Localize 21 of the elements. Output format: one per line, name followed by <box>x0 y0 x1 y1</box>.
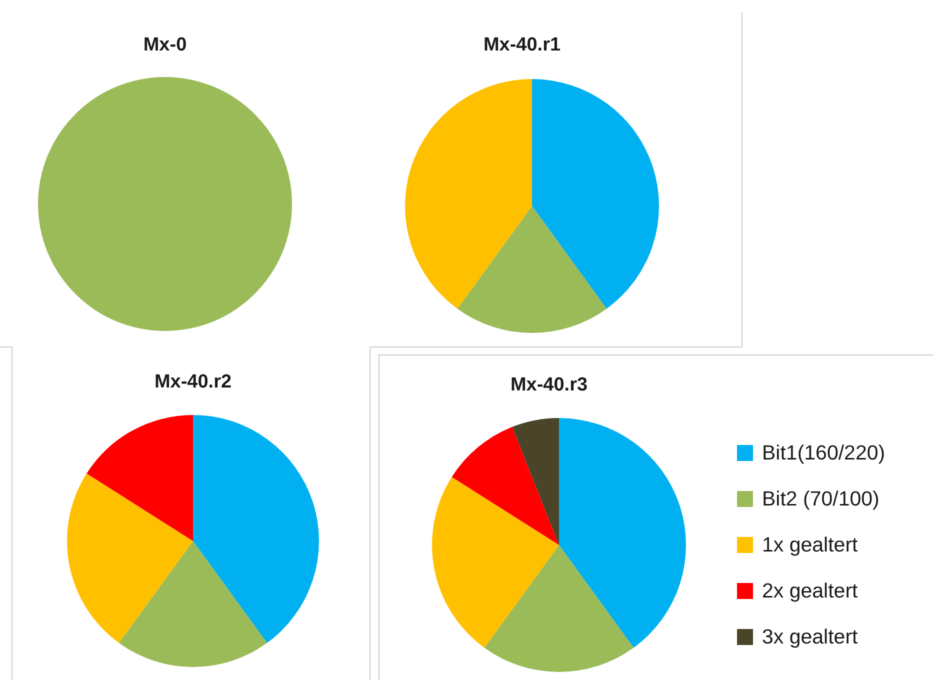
pie-slice <box>512 418 559 545</box>
pie-slice <box>432 476 559 648</box>
pie-slice <box>405 79 532 309</box>
legend-label: Bit2 (70/100) <box>762 488 880 510</box>
pie-slice <box>484 545 634 672</box>
chart-title: Mx-40.r2 <box>154 372 232 392</box>
pie-slice <box>532 79 659 309</box>
legend-label: 1x gealtert <box>762 534 858 556</box>
chart-title: Mx-0 <box>143 34 187 56</box>
pie-slice <box>86 415 193 541</box>
pie-slice <box>452 426 559 545</box>
pie-slice <box>118 541 268 667</box>
pie-slice <box>67 473 193 643</box>
chart-title: Mx-40.r3 <box>510 374 588 396</box>
legend-label: Bit1(160/220) <box>762 442 886 464</box>
pie-slice <box>193 415 319 643</box>
pie-slice <box>559 418 686 648</box>
legend-label: 3x gealtert <box>762 626 858 648</box>
pie-slice <box>457 206 607 333</box>
legend-label: 2x gealtert <box>762 580 858 602</box>
chart-title: Mx-40.r1 <box>483 34 561 56</box>
